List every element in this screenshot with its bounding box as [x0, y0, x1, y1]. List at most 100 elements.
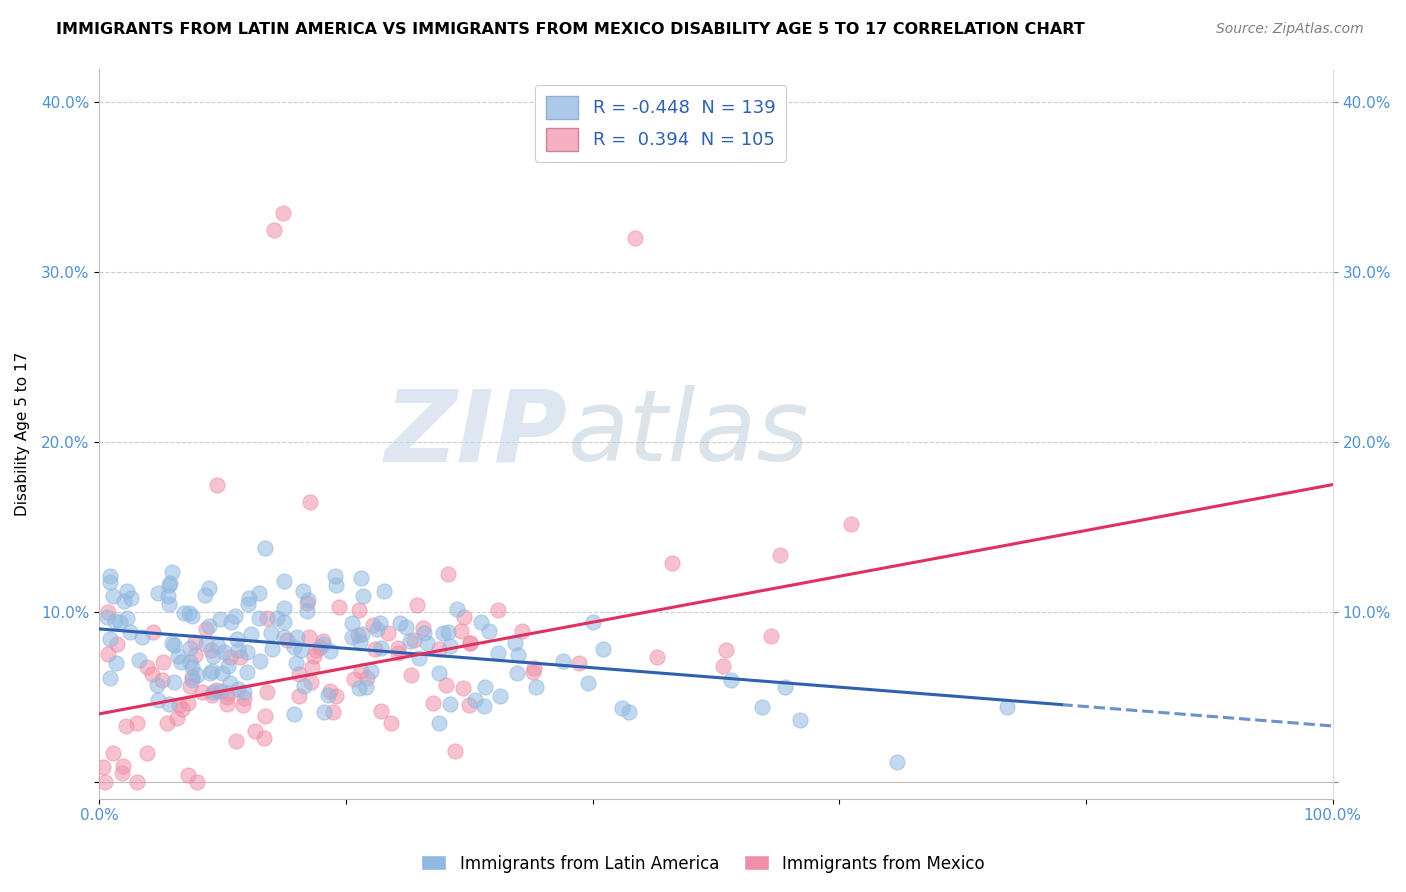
Point: [219, 615, 242, 630]
Point: [360, 664, 382, 678]
Point: [347, 681, 370, 696]
Point: [356, 671, 378, 685]
Point: [146, 678, 169, 692]
Point: [202, 684, 225, 698]
Point: [236, 598, 259, 612]
Point: [198, 665, 221, 680]
Point: [287, 667, 309, 681]
Point: [647, 649, 669, 664]
Point: [298, 630, 321, 644]
Point: [305, 643, 328, 657]
Point: [120, 591, 142, 606]
Point: [253, 709, 276, 723]
Point: [325, 569, 347, 583]
Point: [434, 678, 457, 692]
Point: [111, 765, 134, 780]
Point: [194, 588, 217, 602]
Point: [325, 689, 347, 703]
Point: [146, 586, 169, 600]
Point: [273, 615, 295, 629]
Point: [205, 683, 228, 698]
Text: atlas: atlas: [568, 385, 810, 483]
Point: [283, 640, 305, 654]
Point: [249, 654, 271, 668]
Point: [661, 557, 683, 571]
Point: [253, 731, 276, 745]
Point: [180, 669, 202, 683]
Point: [340, 630, 363, 644]
Point: [142, 624, 165, 639]
Point: [408, 650, 430, 665]
Point: [128, 653, 150, 667]
Point: [581, 615, 603, 630]
Point: [413, 625, 436, 640]
Point: [103, 614, 125, 628]
Point: [308, 640, 330, 654]
Point: [208, 612, 231, 626]
Point: [886, 755, 908, 769]
Point: [200, 642, 222, 657]
Point: [184, 635, 207, 649]
Point: [523, 661, 546, 675]
Point: [283, 706, 305, 721]
Point: [201, 688, 224, 702]
Point: [352, 627, 374, 641]
Point: [259, 626, 281, 640]
Point: [714, 643, 737, 657]
Point: [97, 648, 120, 662]
Point: [285, 630, 308, 644]
Point: [271, 206, 294, 220]
Point: [290, 642, 312, 657]
Text: IMMIGRANTS FROM LATIN AMERICA VS IMMIGRANTS FROM MEXICO DISABILITY AGE 5 TO 17 C: IMMIGRANTS FROM LATIN AMERICA VS IMMIGRA…: [56, 22, 1085, 37]
Point: [201, 664, 224, 678]
Point: [377, 626, 399, 640]
Point: [276, 632, 298, 647]
Point: [179, 656, 201, 670]
Point: [292, 679, 315, 693]
Point: [322, 706, 344, 720]
Point: [995, 699, 1018, 714]
Point: [207, 639, 229, 653]
Point: [437, 625, 460, 640]
Point: [474, 681, 496, 695]
Point: [474, 698, 496, 713]
Point: [266, 611, 288, 625]
Point: [711, 659, 734, 673]
Point: [217, 698, 239, 712]
Point: [262, 641, 284, 656]
Point: [319, 684, 342, 698]
Point: [422, 696, 444, 710]
Point: [180, 660, 202, 674]
Point: [108, 615, 131, 629]
Point: [170, 701, 193, 715]
Point: [291, 583, 314, 598]
Point: [405, 599, 427, 613]
Point: [97, 605, 120, 619]
Point: [328, 599, 350, 614]
Point: [183, 648, 205, 662]
Point: [181, 609, 204, 624]
Point: [773, 681, 796, 695]
Point: [233, 685, 256, 699]
Point: [238, 591, 260, 606]
Point: [146, 693, 169, 707]
Point: [789, 714, 811, 728]
Point: [412, 621, 434, 635]
Point: [127, 774, 149, 789]
Point: [236, 665, 259, 679]
Point: [340, 615, 363, 630]
Point: [349, 665, 371, 679]
Point: [285, 656, 308, 670]
Point: [115, 719, 138, 733]
Point: [212, 645, 235, 659]
Point: [373, 583, 395, 598]
Point: [115, 584, 138, 599]
Point: [458, 636, 481, 650]
Point: [349, 635, 371, 649]
Point: [233, 691, 256, 706]
Point: [458, 636, 481, 650]
Point: [98, 574, 121, 589]
Point: [198, 619, 221, 633]
Point: [98, 671, 121, 685]
Legend: R = -0.448  N = 139, R =  0.394  N = 105: R = -0.448 N = 139, R = 0.394 N = 105: [534, 85, 786, 162]
